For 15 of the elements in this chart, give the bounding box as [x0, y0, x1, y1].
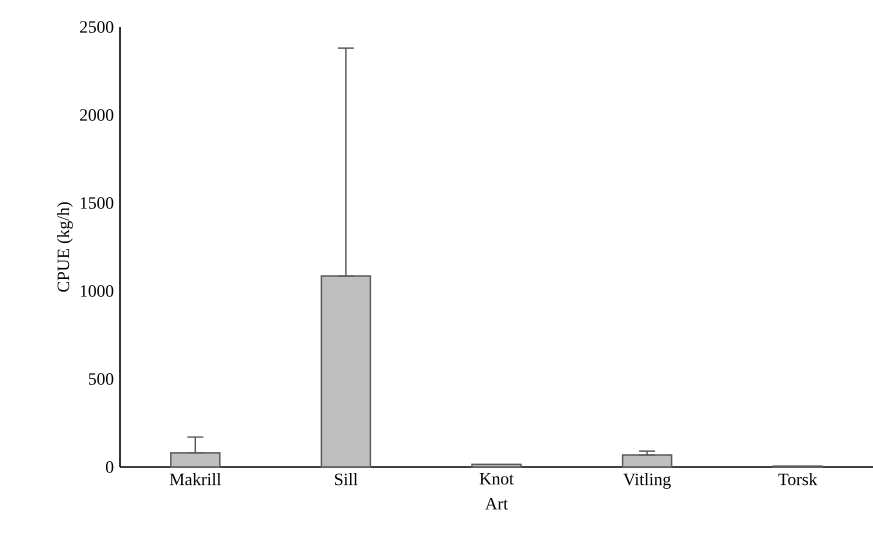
x-axis-title: Art [485, 498, 508, 510]
y-tick-label: 1500 [80, 197, 114, 209]
bar [471, 464, 522, 468]
x-tick-label: Torsk [778, 473, 818, 486]
x-tick-label: Sill [335, 473, 358, 486]
x-tick-label: Knot [480, 473, 514, 485]
x-tick-label: Vitling [623, 473, 671, 489]
x-tick-label: Makrill [170, 473, 221, 486]
y-tick-label: 2500 [80, 21, 114, 33]
y-tick-label: 0 [106, 461, 114, 473]
y-tick-label: 500 [88, 373, 114, 385]
y-axis-title: CPUE (kg/h) [57, 202, 73, 292]
bar [622, 454, 672, 468]
y-tick-label: 2000 [80, 109, 114, 121]
y-tick-label: 1000 [80, 285, 114, 297]
